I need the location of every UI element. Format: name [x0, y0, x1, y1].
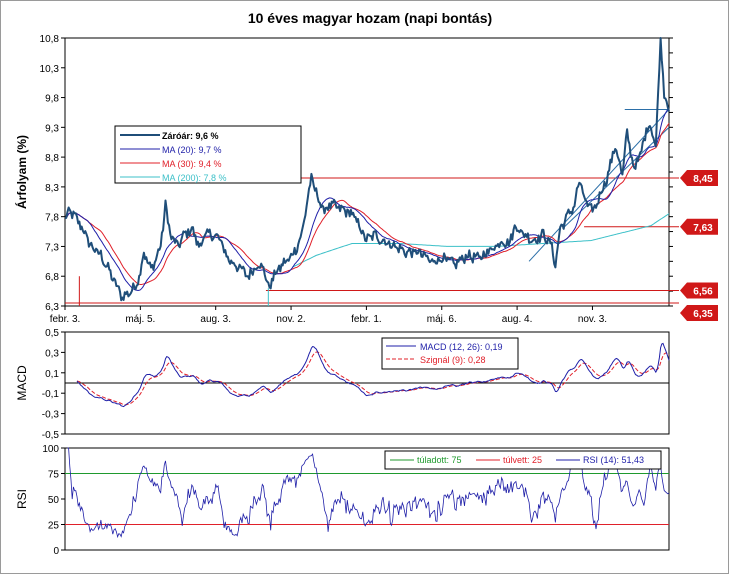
x-tick-label: máj. 6.	[427, 314, 457, 325]
ma200-line	[291, 213, 670, 268]
price-y-tick-label: 7,3	[45, 242, 59, 253]
price-y-tick-label: 10,3	[40, 64, 60, 75]
price-level-label-bg	[680, 218, 718, 235]
rsi-y-tick-label: 100	[42, 444, 59, 455]
rsi-y-tick-label: 75	[48, 470, 60, 481]
macd-y-tick-label: -0,5	[42, 430, 60, 441]
x-tick-label: aug. 3.	[200, 314, 231, 325]
ma20-line	[64, 107, 670, 291]
price-level-label-text: 8,45	[693, 174, 713, 185]
rsi-legend: túladott: 75 túlvett: 25 RSI (14): 51,43	[384, 450, 662, 470]
rsi-legend-box	[384, 450, 662, 470]
x-tick-label: aug. 4.	[502, 314, 533, 325]
price-y-tick-label: 9,8	[45, 94, 59, 105]
price-legend: Záróár: 9,6 % MA (20): 9,7 % MA (30): 9,4 …	[114, 125, 302, 184]
macd-line	[76, 342, 670, 408]
price-y-tick-label: 10,8	[40, 34, 60, 45]
legend-entry: RSI (14): 51,43	[583, 455, 644, 465]
rsi-y-tick-label: 25	[48, 521, 60, 532]
price-y-tick-label: 8,3	[45, 183, 59, 194]
price-level-label: 7,63	[680, 218, 718, 235]
price-y-tick-label: 7,8	[45, 213, 59, 224]
macd-panel: 0,5 0,3 0,1 -0,1 -0,3 -0,5 MACD MACD (12, 26): …	[15, 328, 670, 441]
rsi-panel: 100 75 50 25 0 RSI túladott: 75 túlvett: 25 RSI …	[15, 444, 670, 557]
price-y-tick-label: 6,3	[45, 302, 59, 313]
macd-y-tick-label: -0,3	[42, 410, 60, 421]
rsi-y-tick-label: 50	[48, 495, 60, 506]
close-price-line	[64, 37, 670, 302]
x-tick-label: nov. 2.	[276, 314, 305, 325]
macd-legend: MACD (12, 26): 0,19 Szignál (9): 0,28	[381, 337, 519, 370]
x-tick-label: febr. 1.	[351, 314, 382, 325]
price-level-label-text: 7,63	[693, 223, 713, 234]
price-level-label-text: 6,35	[693, 309, 713, 320]
x-tick-label: nov. 3.	[578, 314, 607, 325]
legend-entry: MACD (12, 26): 0,19	[420, 342, 503, 352]
macd-y-tick-label: 0,3	[45, 348, 59, 359]
x-tick-label: máj. 5.	[125, 314, 155, 325]
price-level-label: 8,45	[680, 169, 718, 186]
price-y-tick-label: 8,8	[45, 153, 59, 164]
chart-title: 10 éves magyar hozam (napi bontás)	[248, 10, 492, 26]
macd-y-axis-label: MACD	[15, 365, 29, 401]
price-y-tick-label: 6,8	[45, 272, 59, 283]
macd-y-tick-label: 0,5	[45, 328, 59, 339]
legend-entry: MA (20): 9,7 %	[162, 145, 222, 155]
macd-y-tick-label: 0,1	[45, 369, 59, 380]
price-level-label-bg	[680, 169, 718, 186]
price-level-label-text: 6,56	[693, 287, 713, 298]
legend-entry: MA (200): 7,8 %	[162, 173, 227, 183]
legend-entry: MA (30): 9,4 %	[162, 159, 222, 169]
price-level-label-bg	[680, 282, 718, 299]
rsi-y-tick-label: 0	[53, 546, 59, 557]
x-tick-label: febr. 3.	[50, 314, 81, 325]
rsi-y-axis-label: RSI	[15, 489, 29, 509]
macd-legend-box	[381, 337, 519, 370]
rsi-line	[67, 447, 670, 539]
legend-entry: túladott: 75	[417, 455, 462, 465]
price-y-tick-label: 9,3	[45, 123, 59, 134]
price-level-label: 6,35	[680, 305, 718, 322]
price-panel: 6,3 6,8 7,3 7,8 8,3 8,8 9,3 9,8 10,3 10,8 Árfolyam…	[14, 34, 679, 325]
price-y-axis-label: Árfolyam (%)	[14, 135, 29, 209]
price-level-label: 6,56	[680, 282, 718, 299]
macd-y-tick-label: -0,1	[42, 389, 60, 400]
legend-entry: Szignál (9): 0,28	[420, 355, 486, 365]
legend-entry: Záróár: 9,6 %	[162, 131, 219, 141]
price-level-label-bg	[680, 305, 718, 322]
legend-entry: túlvett: 25	[503, 455, 542, 465]
